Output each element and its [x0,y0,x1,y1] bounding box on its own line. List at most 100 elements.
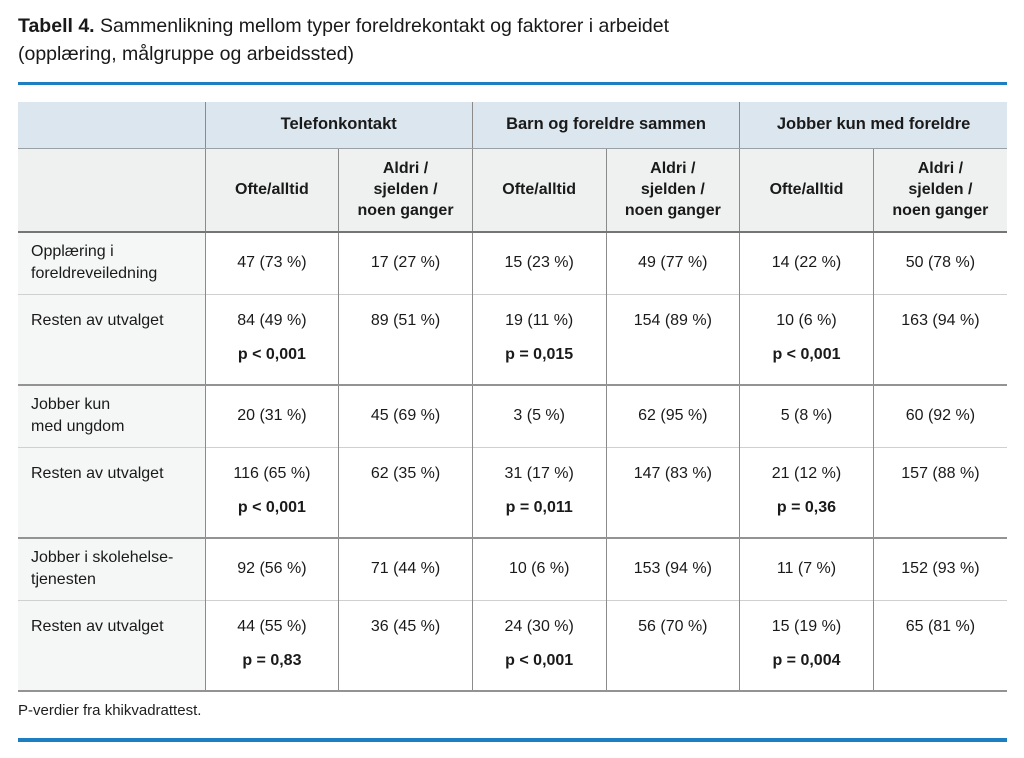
value-cell: 62 (95 %) [605,384,740,447]
sub-header-aldri-sjelden-3: Aldri / sjelden / noen ganger [872,148,1007,233]
row-label-cell: Opplæring i foreldreveiledning [18,232,206,294]
value-cell: 3 (5 %) [471,384,606,447]
p-value: p = 0,83 [242,651,302,669]
top-divider [18,82,1007,85]
value-cell: 89 (51 %) [338,293,473,385]
value-cell: 147 (83 %) [605,446,740,538]
value-cell: 154 (89 %) [605,293,740,385]
value-cell: 153 (94 %) [605,537,740,600]
cell-value: 49 (77 %) [638,254,708,272]
value-cell: 116 (65 %) p < 0,001 [204,446,339,538]
cell-value: 3 (5 %) [513,407,565,425]
results-table: Telefonkontakt Barn og foreldre sammen J… [18,102,1007,692]
corner-cell [18,102,206,149]
value-cell: 157 (88 %) [872,446,1007,538]
cell-value: 31 (17 %) [504,464,574,482]
cell-value: 17 (27 %) [370,254,441,272]
cell-value: 20 (31 %) [237,407,307,425]
p-value: p < 0,001 [772,345,841,363]
sub-header-aldri-sjelden-1: Aldri / sjelden / noen ganger [338,148,473,233]
value-cell: 45 (69 %) [338,384,473,447]
value-cell: 71 (44 %) [338,537,473,600]
p-value: p = 0,36 [776,498,837,516]
value-cell: 36 (45 %) [338,599,473,692]
bottom-divider [18,738,1007,742]
p-value: p = 0,004 [772,651,841,669]
cell-value: 65 (81 %) [905,617,976,635]
corner-cell-2 [18,148,206,233]
value-cell: 163 (94 %) [872,293,1007,385]
value-cell: 84 (49 %) p < 0,001 [204,293,339,385]
value-cell: 56 (70 %) [605,599,740,692]
table-number-label: Tabell 4. [18,15,95,37]
p-value: p < 0,001 [505,651,574,669]
value-cell: 20 (31 %) [204,384,339,447]
group-header-jobber-kun-med-foreldre: Jobber kun med foreldre [739,102,1007,149]
row-label-cell: Resten av utvalget [18,446,206,538]
value-cell: 47 (73 %) [204,232,339,294]
row-label-cell: Resten av utvalget [18,599,206,692]
table-row-resten-1: Resten av utvalget 84 (49 %) p < 0,001 89… [18,293,1007,385]
p-value: p < 0,001 [237,498,306,516]
cell-value: 50 (78 %) [905,254,976,272]
cell-value: 44 (55 %) [237,617,307,635]
value-cell: 152 (93 %) [872,537,1007,600]
page-title: Tabell 4. Sammenlikning mellom typer for… [18,12,1007,68]
cell-value: 157 (88 %) [901,464,980,482]
page: Tabell 4. Sammenlikning mellom typer for… [18,12,1007,742]
value-cell: 10 (6 %) p < 0,001 [739,293,874,385]
value-cell: 5 (8 %) [739,384,874,447]
table-row-jobber-i-skolehelsetjenesten: Jobber i skolehelse- tjenesten 92 (56 %)… [18,537,1007,600]
cell-value: 47 (73 %) [237,254,307,272]
value-cell: 92 (56 %) [204,537,339,600]
sub-header-ofte-alltid-3: Ofte/alltid [739,148,874,233]
cell-value: 60 (92 %) [905,407,976,425]
cell-value: 19 (11 %) [505,311,574,329]
value-cell: 17 (27 %) [338,232,473,294]
value-cell: 31 (17 %) p = 0,011 [471,446,606,538]
cell-value: 89 (51 %) [370,311,441,329]
cell-value: 153 (94 %) [633,560,712,578]
cell-value: 62 (35 %) [370,464,441,482]
cell-value: 154 (89 %) [633,311,712,329]
row-label-cell: Jobber i skolehelse- tjenesten [18,537,206,600]
value-cell: 14 (22 %) [739,232,874,294]
value-cell: 65 (81 %) [872,599,1007,692]
table-row-resten-2: Resten av utvalget 116 (65 %) p < 0,001 6… [18,446,1007,538]
cell-value: 14 (22 %) [771,254,842,272]
value-cell: 10 (6 %) [471,537,606,600]
value-cell: 62 (35 %) [338,446,473,538]
cell-value: 92 (56 %) [237,560,307,578]
cell-value: 5 (8 %) [780,407,833,425]
cell-value: 10 (6 %) [508,560,570,578]
cell-value: 71 (44 %) [370,560,441,578]
cell-value: 24 (30 %) [504,617,574,635]
value-cell: 44 (55 %) p = 0,83 [204,599,339,692]
row-label-cell: Resten av utvalget [18,293,206,385]
cell-value: 11 (7 %) [776,560,837,578]
value-cell: 49 (77 %) [605,232,740,294]
cell-value: 21 (12 %) [771,464,842,482]
cell-value: 84 (49 %) [237,311,307,329]
cell-value: 147 (83 %) [633,464,712,482]
group-header-barn-og-foreldre-sammen: Barn og foreldre sammen [471,102,740,149]
cell-value: 152 (93 %) [901,560,980,578]
value-cell: 19 (11 %) p = 0,015 [471,293,606,385]
value-cell: 11 (7 %) [739,537,874,600]
table-row-resten-3: Resten av utvalget 44 (55 %) p = 0,83 36 … [18,599,1007,692]
cell-value: 116 (65 %) [233,464,311,482]
table-footnote: P-verdier fra khikvadrattest. [18,702,202,719]
cell-value: 36 (45 %) [370,617,441,635]
sub-header-ofte-alltid-1: Ofte/alltid [204,148,339,233]
value-cell: 50 (78 %) [872,232,1007,294]
value-cell: 60 (92 %) [872,384,1007,447]
row-label-cell: Jobber kun med ungdom [18,384,206,447]
sub-header-ofte-alltid-2: Ofte/alltid [471,148,606,233]
cell-value: 10 (6 %) [776,311,837,329]
cell-value: 56 (70 %) [638,617,708,635]
cell-value: 15 (23 %) [504,254,574,272]
table-row-opplaering: Opplæring i foreldreveiledning 47 (73 %)… [18,232,1007,294]
cell-value: 62 (95 %) [638,407,708,425]
cell-value: 45 (69 %) [370,407,441,425]
sub-header-aldri-sjelden-2: Aldri / sjelden / noen ganger [605,148,740,233]
